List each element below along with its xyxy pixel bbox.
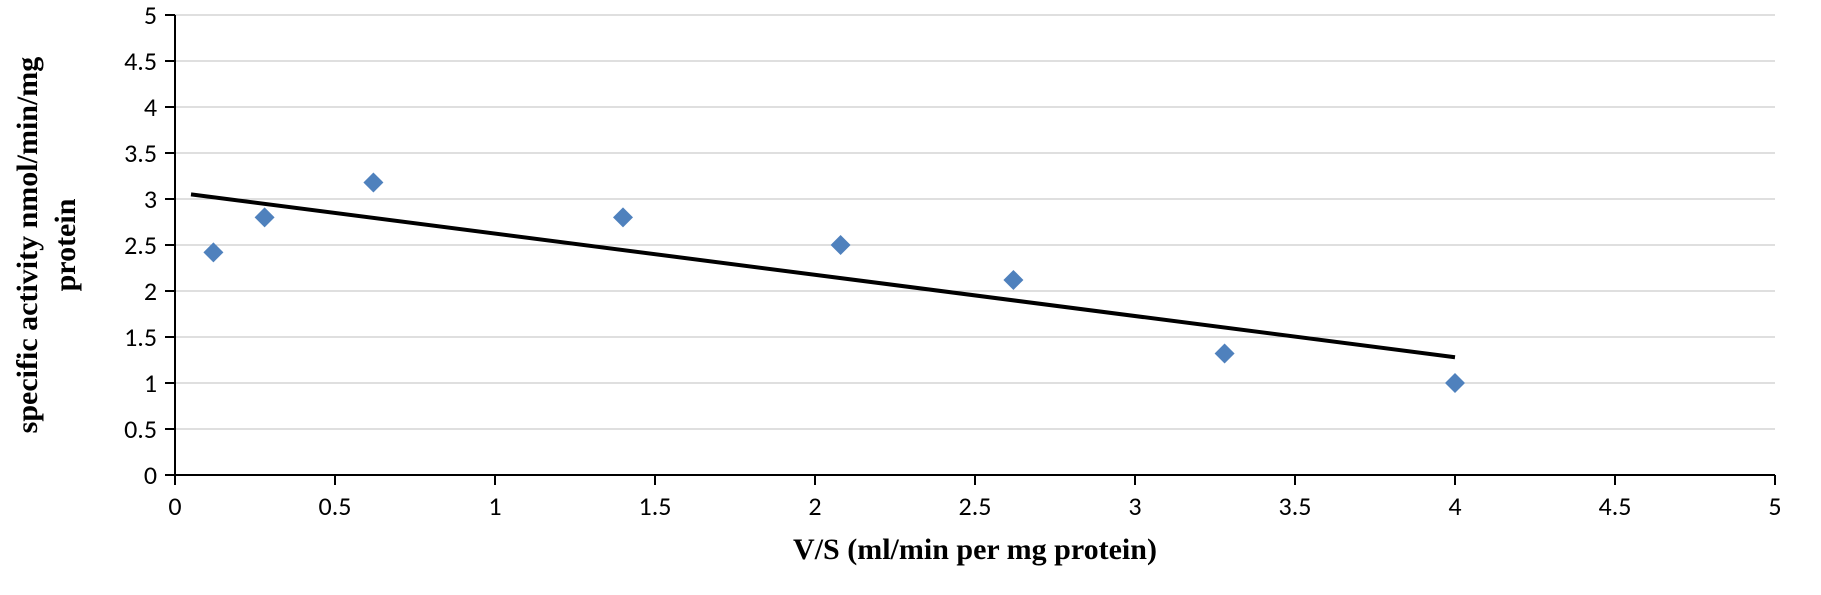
x-tick-label: 1.5 bbox=[639, 490, 672, 522]
y-tick-label: 1 bbox=[144, 367, 157, 399]
x-tick-label: 0.5 bbox=[319, 490, 352, 522]
y-tick-label: 3 bbox=[144, 183, 157, 215]
y-tick-label: 0.5 bbox=[124, 413, 157, 445]
x-axis-label: V/S (ml/min per mg protein) bbox=[793, 533, 1157, 566]
chart-svg: 0 0.5 1 1.5 2 2.5 3 3.5 4 4.5 5 0 0.5 1 1.5 2 2.5 3 3.5 4 4.… bbox=[0, 0, 1821, 595]
y-tick-label: 4.5 bbox=[124, 45, 157, 77]
x-tick-label: 4.5 bbox=[1599, 490, 1632, 522]
y-tick-label: 1.5 bbox=[124, 321, 157, 353]
x-tick-label: 3 bbox=[1128, 490, 1141, 522]
x-tick-label: 0 bbox=[168, 490, 181, 522]
chart-background bbox=[0, 0, 1821, 595]
y-tick-label: 5 bbox=[144, 0, 157, 31]
y-axis-label-line2: protein bbox=[49, 198, 82, 291]
x-tick-label: 2.5 bbox=[959, 490, 992, 522]
y-tick-label: 4 bbox=[144, 91, 157, 123]
x-tick-label: 1 bbox=[488, 490, 501, 522]
x-tick-label: 2 bbox=[808, 490, 821, 522]
y-tick-label: 0 bbox=[144, 459, 157, 491]
scatter-chart: 0 0.5 1 1.5 2 2.5 3 3.5 4 4.5 5 0 0.5 1 1.5 2 2.5 3 3.5 4 4.… bbox=[0, 0, 1821, 595]
y-axis-label-line1: specific activity nmol/min/mg bbox=[11, 57, 44, 434]
x-tick-label: 3.5 bbox=[1279, 490, 1312, 522]
x-tick-label: 4 bbox=[1448, 490, 1461, 522]
x-tick-label: 5 bbox=[1768, 490, 1781, 522]
y-tick-label: 2.5 bbox=[124, 229, 157, 261]
y-tick-label: 3.5 bbox=[124, 137, 157, 169]
y-tick-label: 2 bbox=[144, 275, 157, 307]
